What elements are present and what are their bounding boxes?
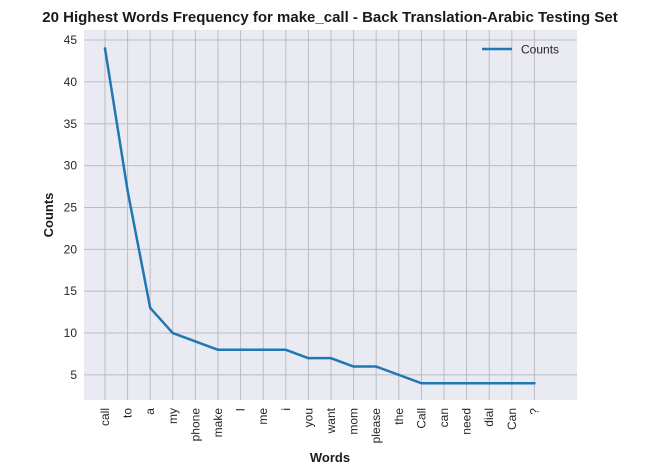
y-tick-label: 15 — [64, 284, 78, 298]
data-point — [284, 348, 287, 351]
y-tick-label: 25 — [64, 200, 78, 214]
x-tick-label: call — [98, 408, 112, 426]
x-tick-label: a — [143, 408, 157, 415]
x-tick-label: to — [121, 408, 135, 418]
x-tick-label: mom — [347, 408, 361, 435]
x-tick-label: need — [460, 408, 474, 435]
y-gridlines — [84, 39, 577, 376]
y-tick-label: 35 — [64, 117, 78, 131]
x-tick-label: I — [234, 408, 248, 411]
y-tick-label: 40 — [64, 75, 78, 89]
y-tick-labels: 5 10 15 20 25 30 35 40 45 — [64, 33, 78, 382]
y-tick-label: 10 — [64, 326, 78, 340]
data-point — [239, 348, 242, 351]
y-tick-label: 45 — [64, 33, 78, 47]
series-counts — [103, 47, 536, 385]
x-tick-label: my — [166, 408, 180, 424]
x-tick-label: phone — [188, 408, 202, 442]
data-point — [126, 189, 129, 192]
x-tick-label: can — [437, 408, 451, 427]
x-tick-label: make — [211, 408, 225, 438]
y-axis-label: Counts — [41, 193, 56, 238]
data-point — [216, 348, 220, 351]
data-point — [194, 340, 197, 343]
x-tick-label: please — [369, 408, 383, 444]
x-tick-label: i — [279, 408, 293, 411]
data-point — [329, 356, 333, 360]
x-tick-label: the — [392, 408, 406, 425]
x-tick-label: Can — [505, 408, 519, 430]
data-point — [352, 365, 355, 368]
x-tick-label: you — [301, 408, 315, 427]
data-point — [510, 382, 513, 385]
x-tick-label: ? — [527, 408, 541, 415]
data-point — [307, 356, 310, 360]
data-point — [149, 306, 152, 310]
series-line-counts — [103, 47, 536, 385]
data-point — [171, 331, 174, 335]
data-point — [488, 382, 491, 385]
y-tick-label: 30 — [64, 159, 78, 173]
chart-title: 20 Highest Words Frequency for make_call… — [42, 9, 617, 26]
legend-label-counts: Counts — [521, 43, 559, 57]
x-gridlines — [104, 30, 535, 400]
y-tick-label: 20 — [64, 242, 78, 256]
data-point — [375, 365, 378, 368]
data-point — [420, 382, 423, 385]
data-point — [442, 382, 446, 385]
data-point — [533, 382, 536, 385]
data-point — [103, 47, 107, 50]
x-tick-label: want — [324, 407, 338, 434]
x-tick-label: dial — [482, 408, 496, 427]
data-point — [397, 373, 400, 377]
x-axis-label: Words — [310, 450, 350, 465]
data-point — [465, 382, 468, 385]
legend: Counts — [482, 43, 559, 57]
y-tick-label: 5 — [70, 368, 77, 382]
data-point — [262, 348, 265, 351]
x-tick-label: Call — [414, 408, 428, 429]
x-tick-label: me — [256, 408, 270, 425]
